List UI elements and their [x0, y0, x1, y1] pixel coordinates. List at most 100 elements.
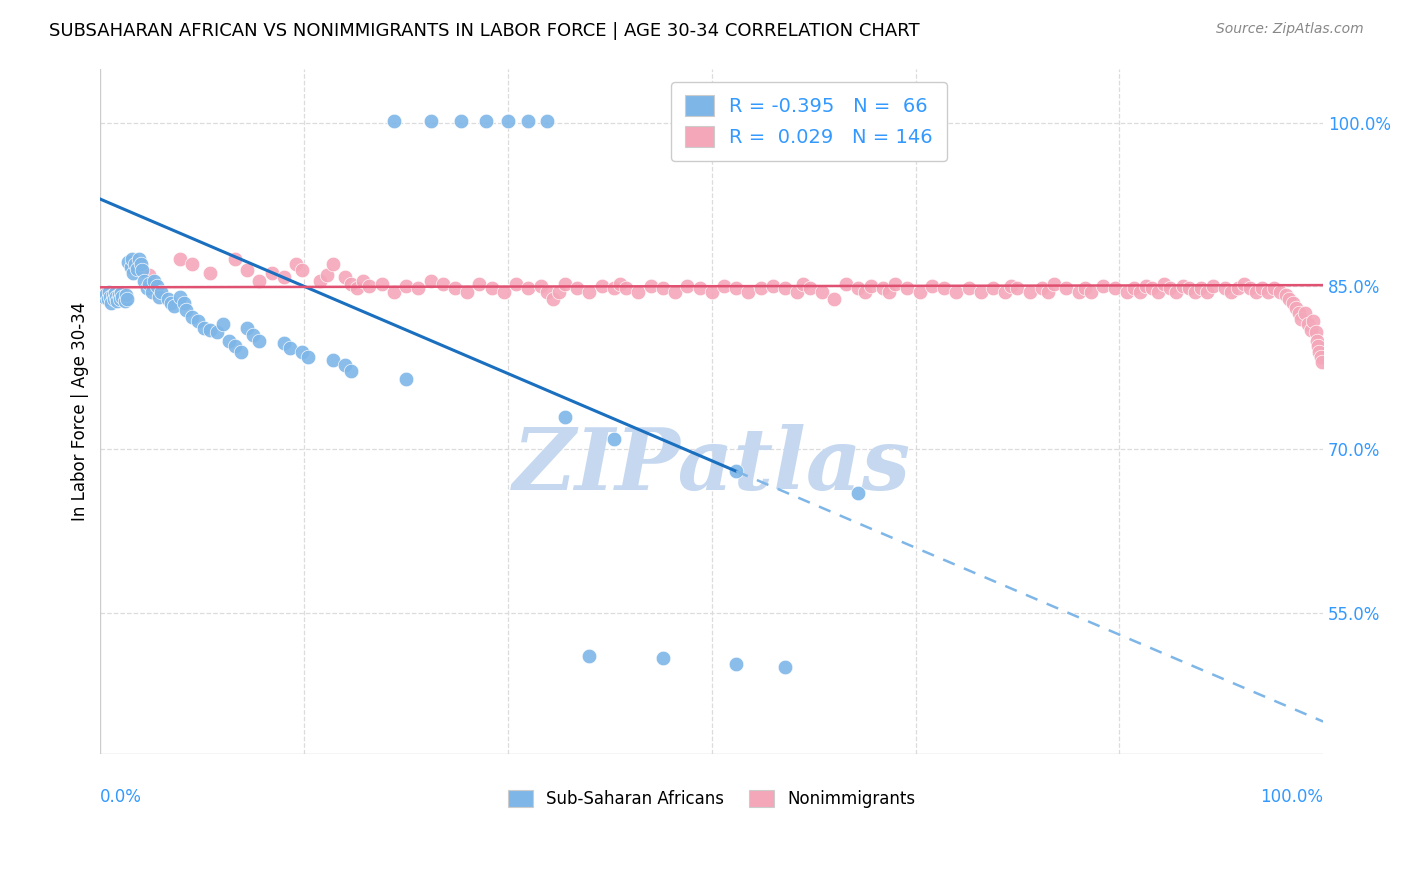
Point: [131, 263, 153, 277]
Point: [122, 266, 145, 280]
Point: [105, 290, 128, 304]
Point: [285, 257, 308, 271]
Point: [970, 285, 993, 299]
Point: [242, 328, 264, 343]
Point: [1147, 285, 1170, 299]
Point: [205, 325, 228, 339]
Point: [382, 285, 405, 299]
Point: [101, 288, 124, 302]
Point: [773, 660, 796, 674]
Point: [529, 279, 551, 293]
Point: [627, 285, 650, 299]
Point: [169, 252, 191, 266]
Point: [810, 285, 832, 299]
Point: [96, 286, 118, 301]
Point: [1189, 281, 1212, 295]
Point: [229, 344, 252, 359]
Point: [496, 113, 519, 128]
Point: [111, 290, 134, 304]
Point: [432, 277, 454, 291]
Point: [346, 281, 368, 295]
Point: [468, 277, 491, 291]
Point: [614, 281, 637, 295]
Point: [1294, 306, 1316, 320]
Point: [273, 335, 295, 350]
Point: [872, 281, 894, 295]
Point: [138, 277, 160, 291]
Point: [291, 263, 314, 277]
Point: [1073, 281, 1095, 295]
Point: [474, 113, 496, 128]
Point: [1270, 285, 1292, 299]
Point: [1104, 281, 1126, 295]
Text: SUBSAHARAN AFRICAN VS NONIMMIGRANTS IN LABOR FORCE | AGE 30-34 CORRELATION CHART: SUBSAHARAN AFRICAN VS NONIMMIGRANTS IN L…: [49, 22, 920, 40]
Point: [1220, 285, 1243, 299]
Point: [141, 285, 163, 299]
Point: [382, 113, 405, 128]
Point: [957, 281, 980, 295]
Point: [1159, 281, 1181, 295]
Point: [150, 285, 173, 299]
Point: [536, 113, 558, 128]
Point: [603, 281, 626, 295]
Point: [664, 285, 686, 299]
Point: [1257, 285, 1279, 299]
Point: [1239, 281, 1261, 295]
Point: [786, 285, 808, 299]
Point: [554, 409, 576, 424]
Point: [406, 281, 429, 295]
Point: [1308, 344, 1330, 359]
Point: [148, 290, 170, 304]
Point: [322, 353, 344, 368]
Point: [1184, 285, 1206, 299]
Point: [333, 270, 356, 285]
Point: [981, 281, 1004, 295]
Point: [1275, 288, 1298, 302]
Point: [395, 372, 418, 386]
Point: [1195, 285, 1218, 299]
Point: [877, 285, 900, 299]
Point: [93, 290, 115, 304]
Point: [567, 281, 589, 295]
Text: ZIPatlas: ZIPatlas: [513, 425, 911, 508]
Point: [1135, 279, 1157, 293]
Point: [1054, 281, 1077, 295]
Point: [236, 320, 259, 334]
Point: [1007, 281, 1029, 295]
Point: [1213, 281, 1236, 295]
Point: [247, 334, 270, 348]
Point: [640, 279, 662, 293]
Point: [578, 649, 600, 664]
Point: [725, 657, 748, 671]
Point: [713, 279, 735, 293]
Point: [125, 257, 148, 271]
Point: [481, 281, 503, 295]
Point: [125, 261, 148, 276]
Point: [541, 292, 564, 306]
Point: [1116, 285, 1139, 299]
Point: [1043, 277, 1066, 291]
Point: [1288, 306, 1310, 320]
Point: [174, 303, 197, 318]
Point: [97, 292, 120, 306]
Point: [651, 281, 673, 295]
Point: [1305, 325, 1327, 339]
Point: [1309, 350, 1331, 364]
Point: [107, 288, 129, 302]
Point: [689, 281, 711, 295]
Point: [181, 257, 204, 271]
Point: [762, 279, 785, 293]
Point: [450, 113, 472, 128]
Point: [322, 257, 344, 271]
Point: [456, 285, 478, 299]
Point: [108, 292, 131, 306]
Point: [1289, 311, 1312, 326]
Point: [1281, 295, 1303, 310]
Point: [536, 285, 558, 299]
Point: [1308, 339, 1330, 353]
Point: [129, 257, 152, 271]
Point: [1140, 281, 1163, 295]
Point: [932, 281, 955, 295]
Point: [200, 266, 222, 280]
Point: [124, 257, 146, 271]
